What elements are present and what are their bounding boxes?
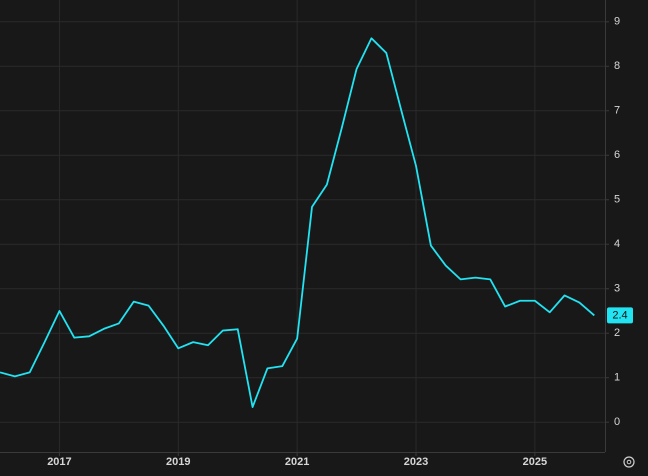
y-tick-label: 7: [614, 105, 620, 117]
line-series: [0, 37, 595, 408]
y-tick-label: 5: [614, 194, 620, 206]
settings-icon[interactable]: [623, 456, 635, 468]
y-tick-label: 8: [614, 60, 620, 72]
y-tick-label: 3: [614, 283, 620, 295]
x-tick-label: 2019: [166, 456, 190, 468]
y-tick-label: 2: [614, 327, 620, 339]
x-tick-label: 2025: [523, 456, 547, 468]
y-tick-label: 0: [614, 416, 620, 428]
y-tick-label: 1: [614, 372, 620, 384]
x-tick-label: 2017: [47, 456, 71, 468]
y-tick-label: 9: [614, 16, 620, 28]
y-tick-label: 6: [614, 149, 620, 161]
x-tick-label: 2021: [285, 456, 309, 468]
last-value-label: 2.4: [612, 309, 627, 321]
last-value-badge: [607, 307, 633, 324]
settings-hub[interactable]: [626, 459, 632, 465]
y-tick-label: 4: [614, 238, 620, 250]
settings-gear[interactable]: [623, 456, 635, 468]
x-tick-label: 2023: [404, 456, 428, 468]
